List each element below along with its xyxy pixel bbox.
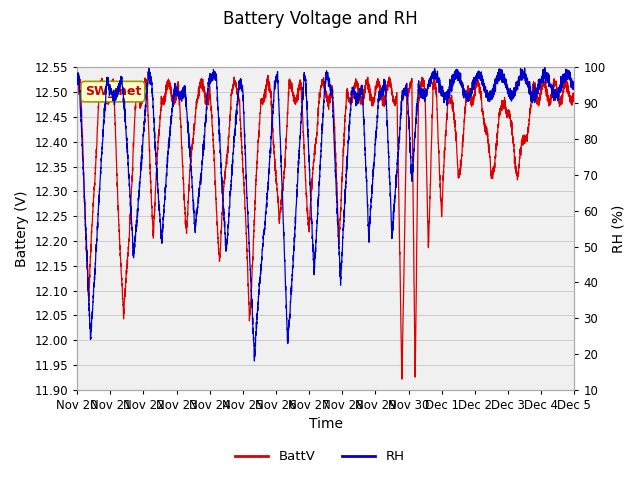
Y-axis label: Battery (V): Battery (V) <box>15 191 29 267</box>
Text: Battery Voltage and RH: Battery Voltage and RH <box>223 10 417 28</box>
Legend: BattV, RH: BattV, RH <box>230 445 410 468</box>
Text: SW_met: SW_met <box>84 85 141 98</box>
X-axis label: Time: Time <box>308 418 342 432</box>
Y-axis label: RH (%): RH (%) <box>611 204 625 253</box>
